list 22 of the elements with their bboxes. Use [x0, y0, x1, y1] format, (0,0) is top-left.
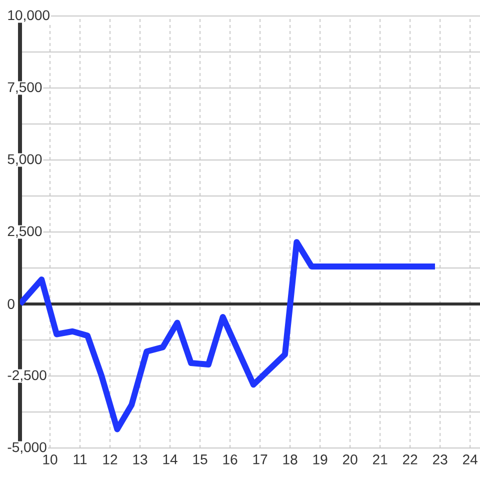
x-tick-label: 22	[403, 454, 418, 464]
x-tick-label: 17	[253, 454, 268, 464]
x-tick-label: 21	[373, 454, 388, 464]
x-tick-label: 18	[283, 454, 298, 464]
x-tick-label: 14	[163, 454, 178, 464]
y-tick-label: 10,000	[8, 10, 50, 22]
y-tick-label: 5,000	[8, 154, 42, 166]
x-tick-label: 19	[313, 454, 328, 464]
x-tick-label: 11	[74, 454, 87, 464]
x-tick-label: 10	[43, 454, 58, 464]
y-tick-label: 0	[8, 299, 14, 309]
x-tick-label: 24	[463, 454, 478, 464]
y-tick-label: 2,500	[8, 226, 42, 238]
y-tick-label: -5,000	[8, 442, 46, 454]
x-tick-label: 13	[133, 454, 148, 464]
y-tick-label: 7,500	[8, 82, 42, 94]
x-tick-label: 12	[103, 454, 118, 464]
x-tick-label: 20	[342, 454, 358, 464]
x-tick-label: 16	[223, 454, 238, 464]
x-tick-label: 23	[433, 454, 448, 464]
x-tick-label: 15	[193, 454, 208, 464]
y-tick-label: -2,500	[8, 370, 46, 382]
